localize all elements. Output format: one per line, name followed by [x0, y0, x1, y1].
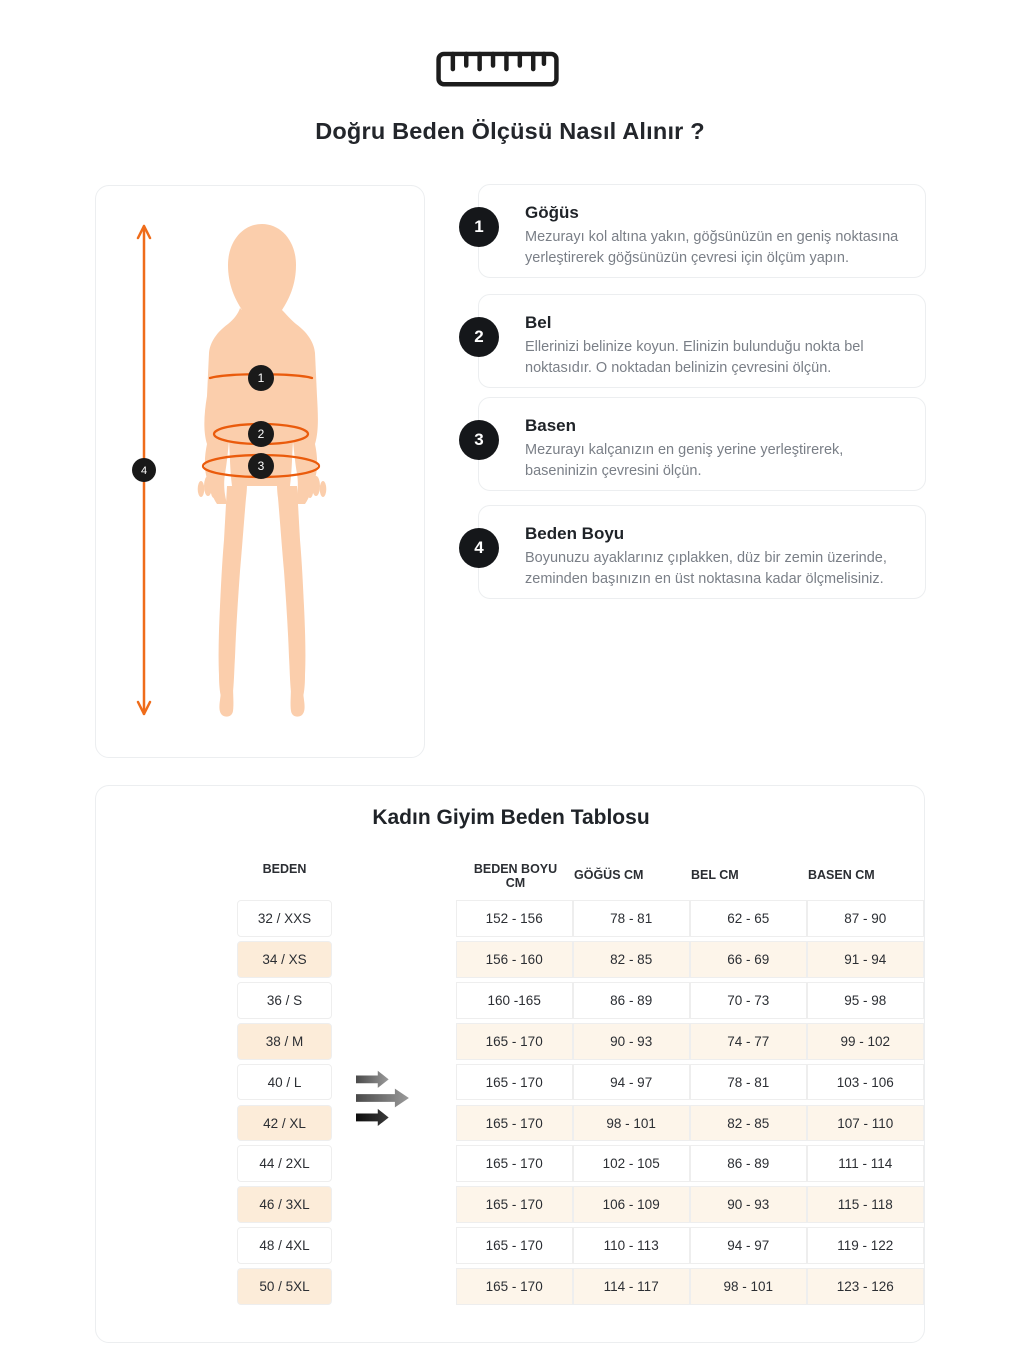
- svg-text:4: 4: [141, 465, 147, 477]
- svg-text:1: 1: [258, 371, 265, 385]
- svg-text:2: 2: [258, 427, 265, 441]
- svg-text:3: 3: [258, 459, 265, 473]
